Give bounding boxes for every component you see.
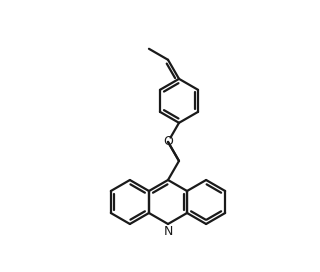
Text: N: N (163, 225, 173, 238)
Text: O: O (163, 135, 173, 149)
